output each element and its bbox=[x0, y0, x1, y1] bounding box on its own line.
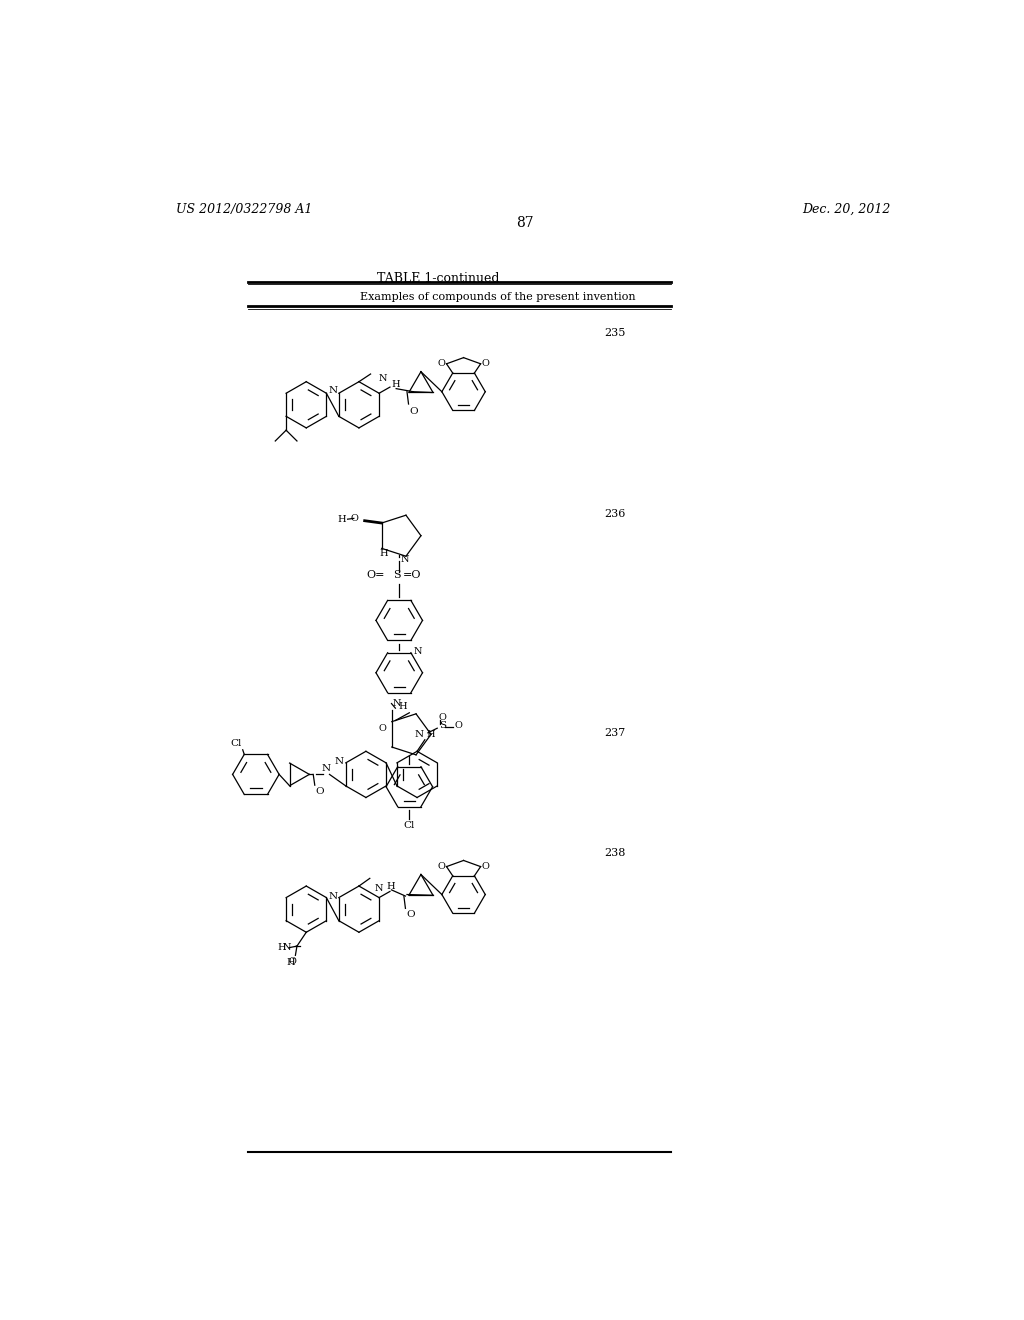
Text: Cl: Cl bbox=[403, 821, 415, 829]
Text: =O: =O bbox=[402, 570, 421, 579]
Text: H: H bbox=[387, 882, 395, 891]
Text: Examples of compounds of the present invention: Examples of compounds of the present inv… bbox=[360, 293, 636, 302]
Text: H: H bbox=[278, 944, 286, 952]
Text: O: O bbox=[438, 862, 445, 871]
Text: US 2012/0322798 A1: US 2012/0322798 A1 bbox=[176, 203, 312, 216]
Text: N: N bbox=[283, 944, 291, 952]
Text: O: O bbox=[350, 513, 358, 523]
Text: 237: 237 bbox=[604, 729, 626, 738]
Text: TABLE 1-continued: TABLE 1-continued bbox=[377, 272, 500, 285]
Text: H: H bbox=[380, 549, 388, 558]
Text: S: S bbox=[393, 570, 400, 579]
Text: Cl: Cl bbox=[230, 739, 242, 748]
Text: N: N bbox=[414, 647, 422, 656]
Text: N: N bbox=[400, 554, 410, 564]
Text: O=: O= bbox=[367, 570, 385, 579]
Text: 235: 235 bbox=[604, 327, 626, 338]
Text: O: O bbox=[438, 359, 445, 368]
Text: N: N bbox=[328, 387, 337, 396]
Text: H: H bbox=[426, 730, 435, 739]
Text: O: O bbox=[315, 787, 325, 796]
Text: N: N bbox=[414, 730, 423, 739]
Text: 236: 236 bbox=[604, 508, 626, 519]
Text: H: H bbox=[398, 702, 408, 711]
Text: S: S bbox=[438, 722, 445, 730]
Text: H: H bbox=[287, 958, 295, 968]
Text: N: N bbox=[375, 884, 383, 892]
Text: O: O bbox=[481, 862, 489, 871]
Text: O: O bbox=[455, 722, 462, 730]
Text: 87: 87 bbox=[516, 216, 534, 230]
Text: N: N bbox=[335, 756, 343, 766]
Text: 238: 238 bbox=[604, 847, 626, 858]
Text: H: H bbox=[338, 515, 346, 524]
Text: O: O bbox=[481, 359, 489, 368]
Text: Dec. 20, 2012: Dec. 20, 2012 bbox=[802, 203, 891, 216]
Text: H: H bbox=[391, 380, 400, 388]
Text: O: O bbox=[407, 909, 415, 919]
Text: O: O bbox=[378, 723, 386, 733]
Text: N: N bbox=[328, 891, 337, 900]
Text: O: O bbox=[438, 713, 446, 722]
Text: O: O bbox=[410, 407, 418, 416]
Text: N: N bbox=[378, 375, 387, 383]
Text: O: O bbox=[289, 957, 296, 966]
Text: N: N bbox=[392, 698, 401, 708]
Text: N: N bbox=[322, 764, 330, 774]
